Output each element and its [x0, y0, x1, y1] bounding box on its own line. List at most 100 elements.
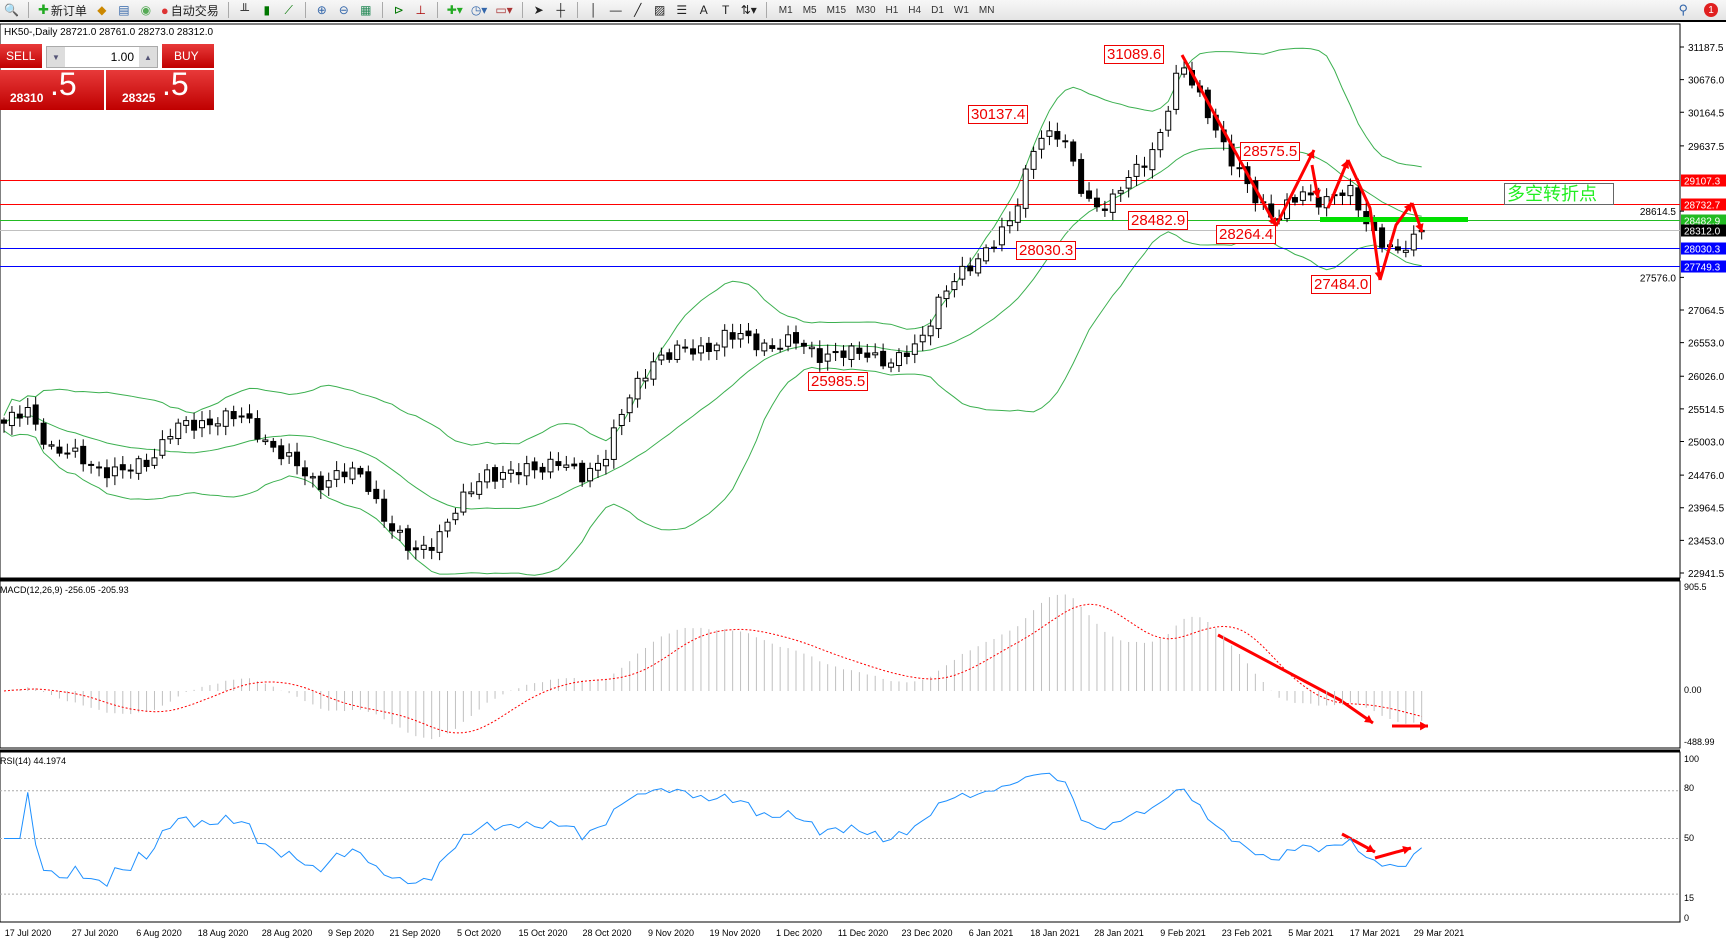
navigator-icon[interactable]: ▤ — [118, 3, 130, 17]
notification-badge[interactable]: 1 — [1704, 3, 1718, 17]
panel-frame — [0, 23, 1681, 579]
line-chart-icon[interactable]: ⟋ — [284, 2, 293, 17]
candle-body — [975, 258, 982, 274]
sell-price-button[interactable]: 28310 .5 — [0, 66, 104, 110]
chart-shift-icon[interactable]: ⊥ — [415, 3, 426, 17]
market-watch-icon[interactable]: ◆ — [97, 3, 107, 17]
candle-body — [119, 464, 126, 471]
print-preview-icon[interactable]: 🔍 — [4, 3, 19, 17]
price-tag-label: 28732.7 — [1684, 201, 1721, 212]
candle-body — [808, 346, 815, 350]
candle-body — [903, 352, 910, 357]
candle-body — [555, 461, 562, 467]
new-order-button[interactable]: ✚ 新订单 — [36, 1, 89, 19]
timeframe-h4[interactable]: H4 — [908, 4, 922, 16]
tile-windows-icon[interactable]: ▦ — [360, 3, 372, 17]
price-tag-label: 28312.0 — [1684, 227, 1721, 238]
zoom-in-icon[interactable]: ⊕ — [316, 3, 327, 17]
candle-body — [484, 469, 491, 483]
bollinger-upper — [3, 47, 1422, 446]
channel-icon[interactable]: ▨ — [654, 3, 666, 17]
search-icon[interactable]: ⚲ — [1678, 2, 1688, 17]
crosshair-icon[interactable]: ┼ — [556, 3, 565, 17]
lot-size-input[interactable]: ▼ 1.00 ▲ — [46, 46, 158, 68]
autoscroll-icon[interactable]: ⊳ — [393, 3, 404, 17]
candle-body — [1284, 199, 1291, 220]
templates-icon[interactable]: ▭▾ — [495, 3, 513, 17]
horizontal-line-icon[interactable]: — — [609, 3, 622, 17]
candle-body — [1070, 141, 1077, 162]
candle-body — [199, 420, 205, 429]
candle-body — [80, 445, 87, 465]
candle-body — [690, 348, 697, 355]
bar-chart-icon[interactable]: ╨ — [240, 3, 249, 17]
candle-body — [1038, 137, 1045, 150]
buy-price-button[interactable]: 28325 .5 — [106, 66, 214, 110]
timeframe-w1[interactable]: W1 — [953, 4, 969, 16]
zoom-out-icon[interactable]: ⊖ — [338, 3, 349, 17]
text-icon[interactable]: A — [699, 3, 708, 17]
candle-body — [72, 447, 79, 452]
auto-trade-button[interactable]: ● 自动交易 — [159, 1, 221, 19]
candle-body — [880, 350, 887, 367]
vertical-line-icon[interactable]: │ — [589, 3, 598, 17]
buy-price-main: 28325 — [122, 91, 156, 105]
arrows-icon[interactable]: ⇅▾ — [740, 3, 757, 17]
candlestick-icon[interactable]: ▮ — [263, 3, 271, 17]
candle-body — [1228, 143, 1235, 167]
candle-body — [1268, 203, 1275, 218]
price-axis-label: 27064.5 — [1688, 306, 1725, 317]
rsi-up-arrow-head — [1402, 845, 1411, 855]
price-tag-label: 28030.3 — [1684, 245, 1721, 256]
candle-body — [1173, 72, 1180, 110]
price-tag — [1681, 242, 1726, 255]
candle-body — [563, 464, 570, 468]
timeframe-m30[interactable]: M30 — [856, 4, 876, 16]
candle-body — [1141, 165, 1148, 168]
timeframe-m1[interactable]: M1 — [778, 4, 793, 16]
text-label-icon[interactable]: T — [722, 3, 730, 17]
lot-value[interactable]: 1.00 — [110, 50, 134, 64]
price-annotation: 28482.9 — [1128, 211, 1189, 230]
sell-button[interactable]: SELL — [0, 44, 42, 68]
candle-body — [1117, 190, 1124, 194]
timeframe-d1[interactable]: D1 — [931, 4, 944, 16]
candle-body — [951, 281, 958, 291]
candle-body — [1379, 227, 1386, 248]
timeframe-mn[interactable]: MN — [978, 4, 995, 16]
candle-body — [436, 531, 443, 553]
candle-body — [1212, 114, 1219, 131]
price-tag — [1681, 224, 1726, 237]
up-arrow — [1378, 202, 1414, 281]
candle-body — [959, 265, 966, 280]
timeframe-m15[interactable]: M15 — [826, 4, 847, 16]
date-label: 28 Jan 2021 — [1094, 928, 1144, 938]
cursor-icon[interactable]: ➤ — [533, 3, 544, 17]
candle-body — [983, 247, 990, 262]
fibonacci-icon[interactable]: ☰ — [676, 3, 688, 17]
candle-body — [230, 411, 237, 420]
lot-decrease-icon[interactable]: ▼ — [47, 47, 65, 67]
candle-body — [460, 491, 467, 513]
indicators-icon[interactable]: ✚▾ — [446, 3, 463, 17]
candle-body — [24, 407, 31, 418]
lot-increase-icon[interactable]: ▲ — [139, 47, 157, 67]
timeframe-h1[interactable]: H1 — [885, 4, 899, 16]
trendline-icon[interactable]: ╱ — [634, 3, 642, 17]
date-label: 18 Aug 2020 — [197, 928, 249, 938]
date-label: 19 Nov 2020 — [709, 928, 761, 938]
date-label: 5 Mar 2021 — [1288, 928, 1334, 938]
periods-icon[interactable]: ◷▾ — [470, 3, 488, 17]
candle-body — [1402, 249, 1409, 253]
candle-body — [389, 523, 396, 532]
panel-frame — [0, 580, 1681, 749]
date-label: 11 Dec 2020 — [837, 928, 889, 938]
up-arrow-head — [1306, 150, 1315, 159]
buy-button[interactable]: BUY — [162, 44, 214, 68]
candle-body — [634, 377, 641, 400]
candle-body — [1260, 201, 1267, 204]
candle-body — [650, 361, 657, 380]
signals-icon[interactable]: ◉ — [140, 3, 152, 17]
timeframe-m5[interactable]: M5 — [802, 4, 817, 16]
